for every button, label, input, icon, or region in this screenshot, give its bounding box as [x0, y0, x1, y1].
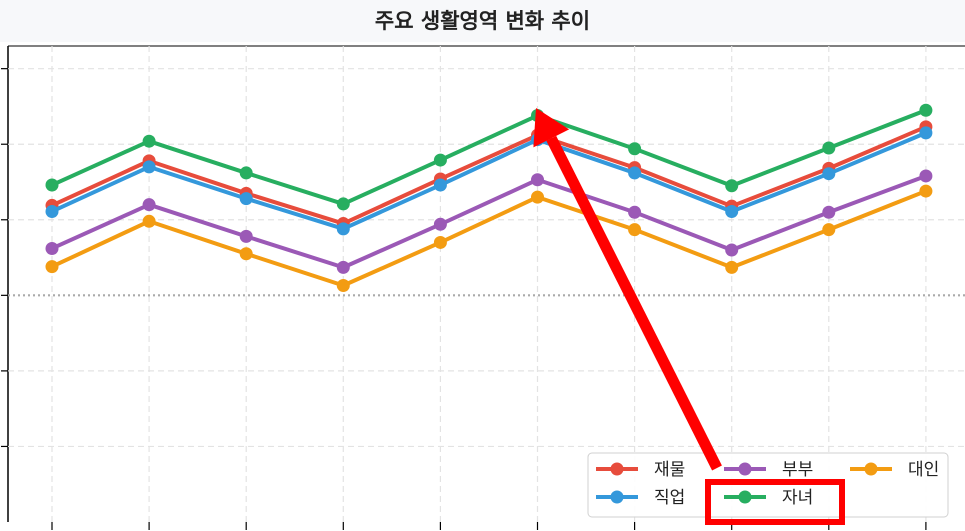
data-point-자녀 [433, 153, 447, 167]
data-point-자녀 [628, 142, 642, 156]
data-point-부부 [919, 169, 933, 183]
legend-label-재물: 재물 [654, 460, 685, 480]
series-line-부부 [51, 174, 927, 270]
data-point-대인 [336, 279, 350, 293]
legend-label-부부: 부부 [782, 460, 813, 480]
legend-label-대인: 대인 [908, 460, 939, 480]
data-point-대인 [239, 247, 253, 261]
legend-marker-부부 [738, 462, 752, 476]
data-point-직업 [628, 166, 642, 180]
legend-marker-대인 [864, 462, 878, 476]
data-point-대인 [725, 260, 739, 274]
legend-label-자녀: 자녀 [782, 488, 813, 508]
data-point-부부 [628, 205, 642, 219]
data-point-직업 [142, 160, 156, 174]
data-point-부부 [433, 217, 447, 231]
data-point-대인 [433, 235, 447, 249]
series-line-직업 [51, 131, 927, 231]
legend-marker-재물 [610, 462, 624, 476]
data-point-부부 [725, 243, 739, 257]
arrow-shaft [546, 135, 722, 471]
legend-label-직업: 직업 [654, 488, 685, 508]
data-point-대인 [45, 260, 59, 274]
data-point-부부 [142, 198, 156, 212]
data-point-대인 [919, 184, 933, 198]
data-point-대인 [628, 223, 642, 237]
data-point-대인 [822, 223, 836, 237]
data-point-자녀 [239, 166, 253, 180]
data-point-부부 [531, 173, 544, 187]
data-point-부부 [822, 205, 836, 219]
data-point-대인 [531, 190, 544, 204]
data-point-자녀 [725, 179, 739, 193]
data-point-자녀 [45, 178, 59, 192]
legend-marker-자녀 [738, 490, 752, 504]
data-point-부부 [45, 241, 59, 255]
data-point-부부 [336, 260, 350, 274]
data-point-직업 [336, 222, 350, 236]
data-point-직업 [725, 204, 739, 218]
data-point-자녀 [336, 197, 350, 211]
data-point-부부 [239, 229, 253, 243]
data-point-직업 [45, 204, 59, 218]
data-point-직업 [239, 192, 253, 206]
legend-marker-직업 [610, 490, 624, 504]
data-point-직업 [822, 167, 836, 181]
data-point-자녀 [822, 141, 836, 155]
series-line-자녀 [51, 108, 927, 206]
arrow-head [533, 108, 570, 148]
data-point-직업 [919, 126, 933, 140]
series-line-재물 [51, 125, 927, 226]
data-point-자녀 [142, 134, 156, 148]
data-point-자녀 [919, 103, 933, 117]
chart-title: 주요 생활영역 변화 추이 [0, 0, 965, 42]
data-point-대인 [142, 214, 156, 228]
data-point-직업 [433, 178, 447, 192]
series-line-대인 [51, 189, 927, 288]
highlight-box [705, 479, 845, 525]
